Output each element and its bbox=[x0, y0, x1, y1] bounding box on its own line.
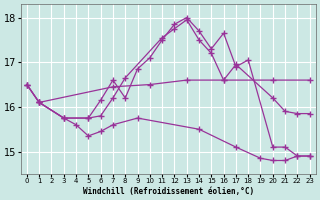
X-axis label: Windchill (Refroidissement éolien,°C): Windchill (Refroidissement éolien,°C) bbox=[83, 187, 254, 196]
